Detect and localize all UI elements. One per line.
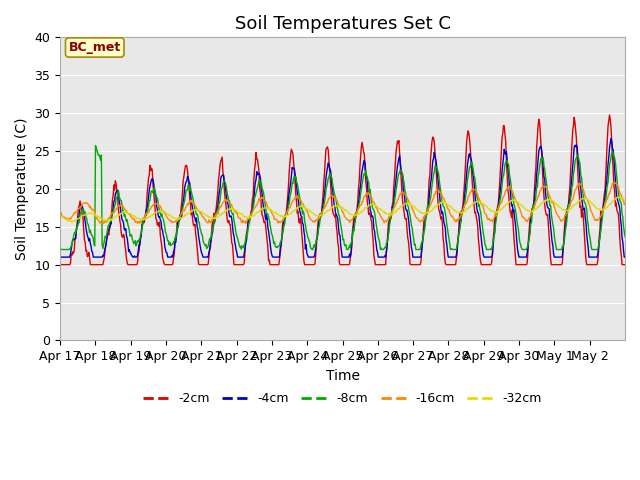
X-axis label: Time: Time — [326, 369, 360, 383]
Legend: -2cm, -4cm, -8cm, -16cm, -32cm: -2cm, -4cm, -8cm, -16cm, -32cm — [138, 387, 547, 410]
Text: BC_met: BC_met — [68, 41, 121, 54]
Y-axis label: Soil Temperature (C): Soil Temperature (C) — [15, 118, 29, 260]
Title: Soil Temperatures Set C: Soil Temperatures Set C — [235, 15, 451, 33]
